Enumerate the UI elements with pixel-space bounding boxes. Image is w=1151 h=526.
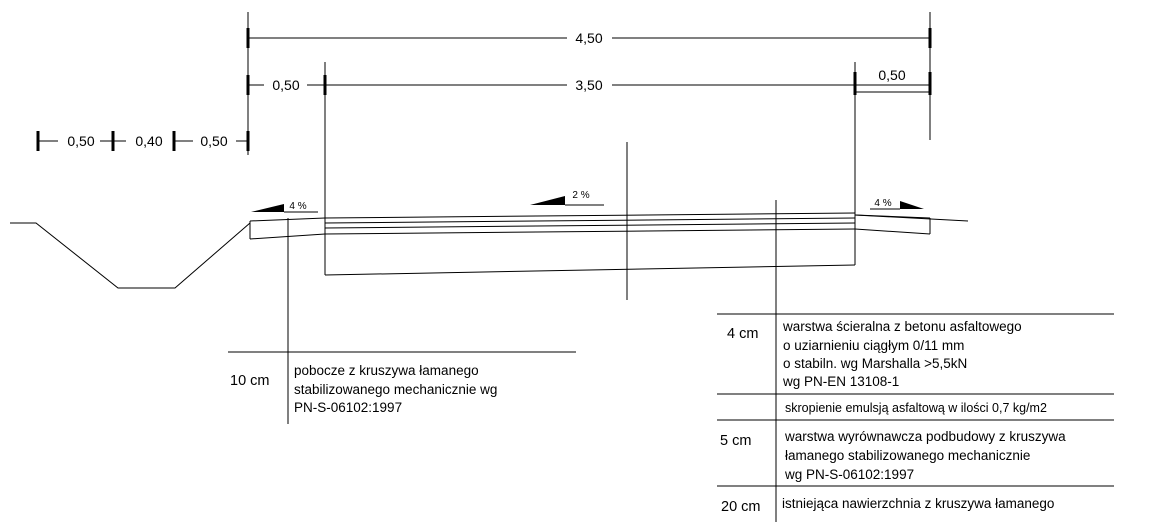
layer-2-desc-line-1: skropienie emulsją asfaltową w ilości 0,… — [785, 401, 1047, 415]
ground-and-ditch-profile — [10, 222, 251, 289]
slope-arrow-right-icon — [900, 201, 924, 209]
shoulder-layer-table: 10 cm pobocze z kruszywa łamanego stabil… — [228, 351, 576, 415]
dimension-left-shoulder-label: 0,50 — [272, 77, 299, 93]
carriageway-layers — [324, 212, 856, 276]
layer-1-desc-line-4: wg PN-EN 13108-1 — [782, 374, 899, 389]
dimension-ditch: 0,50 0,40 0,50 — [36, 131, 250, 151]
dimension-total-label: 4,50 — [575, 30, 602, 46]
layer-1-thickness: 4 cm — [727, 326, 758, 342]
slope-marker-right: 4 % — [870, 198, 924, 210]
shoulder-desc-line-1: pobocze z kruszywa łamanego — [294, 363, 479, 378]
dimension-ditch-bottom-label: 0,40 — [135, 133, 162, 149]
layer-3-thickness: 5 cm — [720, 433, 751, 449]
slope-left-label: 4 % — [289, 201, 306, 212]
dimension-right-shoulder-label: 0,50 — [878, 67, 905, 83]
dimension-carriageway-label: 3,50 — [575, 77, 602, 93]
slope-arrow-left-icon — [251, 204, 284, 212]
slope-right-label: 4 % — [874, 198, 891, 209]
dimension-total: 4,50 — [246, 12, 932, 155]
layer-1-desc-line-3: o stabiln. wg Marshalla >5,5kN — [783, 356, 967, 371]
dimension-ditch-right-label: 0,50 — [200, 133, 227, 149]
right-shoulder — [854, 214, 931, 235]
layer-4-desc-line-1: istniejąca nawierzchnia z kruszywa łaman… — [782, 496, 1054, 511]
layer-4-thickness: 20 cm — [721, 499, 761, 515]
layer-3-desc-line-1: warstwa wyrównawcza podbudowy z kruszywa — [784, 429, 1066, 444]
layer-1-desc-line-1: warstwa ścieralna z betonu asfaltowego — [782, 319, 1022, 334]
slope-arrow-center-icon — [530, 196, 565, 205]
shoulder-thickness: 10 cm — [230, 373, 270, 389]
layer-3-desc-line-2: łamanego stabilizowanego mechanicznie — [785, 448, 1030, 463]
dimension-ditch-left-label: 0,50 — [67, 133, 94, 149]
shoulder-desc-line-3: PN-S-06102:1997 — [294, 400, 402, 415]
slope-marker-carriageway: 2 % — [530, 190, 604, 206]
pavement-layer-table: 4 cm warstwa ścieralna z betonu asfaltow… — [717, 313, 1114, 515]
slope-marker-left: 4 % — [251, 201, 318, 213]
dimension-shoulders-carriageway: 0,50 3,50 0,50 — [246, 62, 932, 275]
layer-3-desc-line-3: wg PN-S-06102:1997 — [784, 467, 914, 482]
layer-1-desc-line-2: o uziarnieniu ciągłym 0/11 mm — [783, 338, 964, 353]
shoulder-desc-line-2: stabilizowanego mechanicznie wg — [294, 382, 497, 397]
slope-carriageway-label: 2 % — [572, 190, 589, 201]
